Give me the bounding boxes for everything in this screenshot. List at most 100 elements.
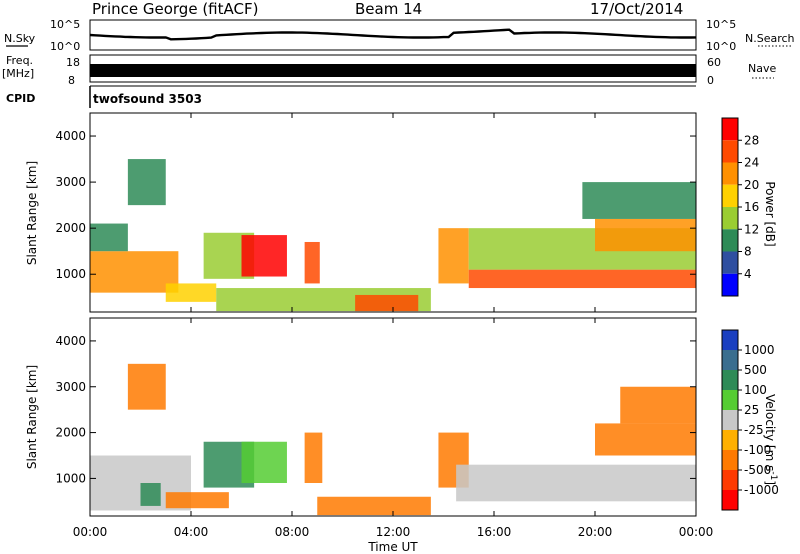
y-tick-label: 4000 — [55, 129, 86, 143]
colorbar-swatch — [722, 470, 738, 490]
time-axis: 00:00 04:00 08:00 12:00 16:00 20:00 00:00 — [73, 113, 714, 539]
y-tick-label: 3000 — [55, 175, 86, 189]
colorbar-label: 20 — [744, 178, 759, 192]
colorbar-swatch — [722, 370, 738, 390]
colorbar-label: 12 — [744, 222, 759, 236]
power-colorbar-title: Power [dB] — [763, 181, 777, 246]
colorbar-swatch — [722, 162, 738, 185]
heatmap-region — [241, 235, 287, 277]
colorbar-swatch — [722, 330, 738, 350]
freq-tick-bottom: 8 — [68, 74, 75, 87]
nave-tick-top: 60 — [707, 56, 721, 69]
colorbar-label: 25 — [744, 403, 759, 417]
power-y-label: Slant Range [km] — [25, 161, 39, 265]
heatmap-region — [165, 492, 229, 509]
x-tick-label: 20:00 — [578, 525, 613, 539]
colorbar-label: 8 — [744, 245, 752, 259]
colorbar-swatch — [722, 229, 738, 252]
colorbar-label: 16 — [744, 200, 759, 214]
y-tick-label: 3000 — [55, 380, 86, 394]
x-tick-label: 12:00 — [376, 525, 411, 539]
heatmap-region — [127, 159, 166, 206]
cpid-value: twofsound 3503 — [93, 92, 202, 106]
nsky-tick-top: 10^5 — [50, 18, 80, 31]
colorbar-swatch — [722, 430, 738, 450]
freq-trace — [90, 64, 696, 77]
heatmap-region — [140, 483, 161, 506]
colorbar-swatch — [722, 390, 738, 410]
x-axis-label: Time UT — [367, 540, 418, 554]
heatmap-region — [582, 182, 696, 219]
colorbar-label: 4 — [744, 267, 752, 281]
velocity-colorbar: 1000 500 100 25 -25 -100 -500 -1000 — [721, 329, 779, 511]
power-y-axis: 4000 3000 2000 1000 — [55, 129, 696, 281]
heatmap-region — [468, 269, 696, 289]
x-tick-label: 00:00 — [679, 525, 714, 539]
power-colorbar: 28 24 20 16 12 8 4 — [721, 117, 759, 297]
colorbar-label: 24 — [744, 156, 759, 170]
y-tick-label: 1000 — [55, 267, 86, 281]
colorbar-frame — [721, 329, 739, 511]
colorbar-swatch — [722, 118, 738, 141]
date-label: 17/Oct/2014 — [590, 0, 683, 18]
power-panel-data — [90, 159, 696, 312]
nsky-label: N.Sky — [4, 32, 36, 45]
colorbar-swatch — [722, 410, 738, 430]
nsky-trace — [89, 28, 697, 41]
y-tick-label: 4000 — [55, 334, 86, 348]
colorbar-label: 1000 — [744, 343, 775, 357]
colorbar-swatch — [722, 490, 738, 510]
colorbar-label: 500 — [744, 363, 767, 377]
heatmap-region — [304, 241, 320, 284]
colorbar-label: 28 — [744, 133, 759, 147]
colorbar-swatch — [722, 450, 738, 470]
y-tick-label: 2000 — [55, 221, 86, 235]
colorbar-swatch — [722, 207, 738, 230]
nsky-tick-bottom: 10^0 — [50, 40, 80, 53]
nsearch-label: N.Search — [745, 32, 795, 45]
heatmap-region — [317, 496, 431, 516]
heatmap-region — [595, 218, 696, 252]
heatmap-region — [438, 228, 469, 284]
colorbar-swatch — [722, 273, 738, 296]
y-tick-label: 2000 — [55, 426, 86, 440]
colorbar-swatch — [722, 140, 738, 163]
velocity-y-axis: 4000 3000 2000 1000 — [55, 334, 696, 485]
heatmap-region — [355, 294, 419, 312]
nsky-strip — [89, 19, 697, 51]
colorbar-label: 100 — [744, 383, 767, 397]
colorbar-swatch — [722, 251, 738, 274]
nsearch-tick-top: 10^5 — [706, 18, 736, 31]
heatmap-region — [165, 283, 217, 302]
freq-tick-top: 18 — [66, 56, 80, 69]
colorbar-label: -25 — [744, 423, 764, 437]
colorbar-label: -100 — [744, 443, 771, 457]
station-title: Prince George (fitACF) — [92, 0, 258, 18]
x-tick-label: 00:00 — [73, 525, 108, 539]
heatmap-region — [241, 441, 287, 483]
freq-unit: [MHz] — [2, 67, 34, 80]
y-tick-label: 1000 — [55, 471, 86, 485]
cpid-label: CPID — [6, 92, 35, 105]
freq-strip — [89, 54, 697, 83]
beam-label: Beam 14 — [355, 0, 422, 18]
x-tick-label: 04:00 — [174, 525, 209, 539]
velocity-panel-data — [90, 363, 696, 516]
x-tick-label: 08:00 — [275, 525, 310, 539]
velocity-y-label: Slant Range [km] — [25, 365, 39, 469]
colorbar-label: -500 — [744, 463, 771, 477]
heatmap-region — [90, 251, 179, 293]
freq-label: Freq. — [6, 54, 33, 67]
velocity-colorbar-title: Velocity [m s-1] — [763, 394, 778, 485]
colorbar-label: -1000 — [744, 483, 779, 497]
heatmap-region — [620, 386, 696, 424]
nsearch-tick-bottom: 10^0 — [706, 40, 736, 53]
heatmap-region — [127, 363, 166, 410]
heatmap-region — [304, 432, 323, 483]
nave-label: Nave — [748, 62, 776, 75]
nave-tick-bottom: 0 — [707, 74, 714, 87]
x-tick-label: 16:00 — [477, 525, 512, 539]
heatmap-region — [595, 423, 696, 456]
heatmap-region — [456, 464, 696, 502]
